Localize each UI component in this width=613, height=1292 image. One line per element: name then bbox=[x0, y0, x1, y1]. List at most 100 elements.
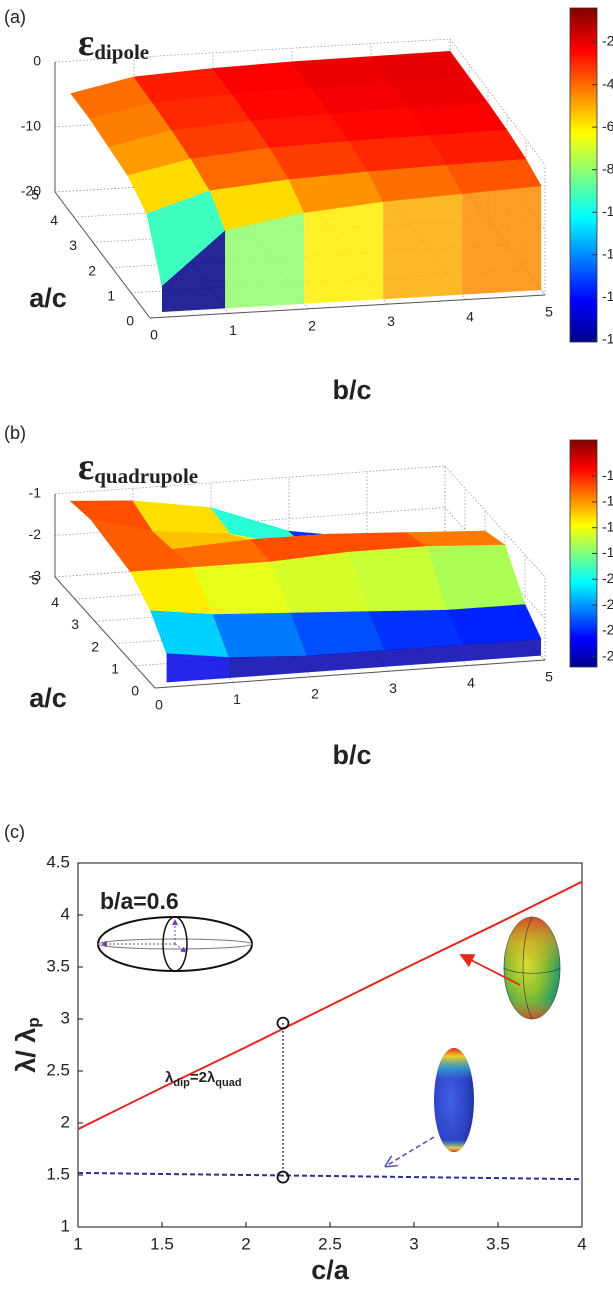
x-tick-label: 2 bbox=[308, 318, 316, 334]
relation-label: λdip=2λquad bbox=[165, 1069, 242, 1089]
colorbar-tick-label: -2.4 bbox=[602, 622, 613, 638]
y-tick-label: 4 bbox=[50, 212, 58, 228]
x-tick-label: 4 bbox=[577, 1234, 586, 1253]
surface-side bbox=[229, 655, 307, 678]
arrow-dipole bbox=[459, 954, 521, 986]
axis-line bbox=[54, 191, 151, 319]
y-tick-label: 2 bbox=[88, 262, 96, 278]
x-tick-label: 4 bbox=[466, 308, 474, 324]
y-tick-label: 4 bbox=[61, 904, 70, 923]
relation-part: dip bbox=[173, 1077, 190, 1089]
x-tick-label: 1.5 bbox=[150, 1234, 174, 1253]
y-axis-label: a/c bbox=[29, 283, 67, 313]
y-tick-label: 2 bbox=[61, 1112, 70, 1131]
x-tick-label: 3 bbox=[389, 680, 397, 696]
title-subscript: quadrupole bbox=[94, 464, 198, 488]
colorbar bbox=[569, 7, 598, 343]
y-tick-label: 5 bbox=[31, 187, 39, 203]
y-tick-label: 2 bbox=[91, 638, 99, 654]
y-tick-label: 0 bbox=[131, 683, 139, 699]
z-tick-label: -20 bbox=[21, 183, 41, 199]
y-tick-label: 3 bbox=[71, 616, 79, 632]
x-tick-label: 5 bbox=[545, 669, 553, 685]
surface-side bbox=[307, 650, 385, 673]
axis-line bbox=[149, 294, 546, 319]
y-axis-label: λ/ λp bbox=[11, 1017, 43, 1072]
x-tick-label: 5 bbox=[545, 304, 553, 320]
grid-line bbox=[54, 465, 446, 495]
y-tick-label: 1.5 bbox=[46, 1164, 70, 1183]
grid-line bbox=[54, 38, 451, 63]
surface-side bbox=[385, 644, 463, 667]
surface-side bbox=[383, 193, 463, 300]
y-tick-label: 1 bbox=[61, 1216, 70, 1235]
colorbar-tick-label: -14 bbox=[602, 288, 613, 304]
y-axis-label-sub: p bbox=[24, 1017, 43, 1027]
panel-label: (c) bbox=[4, 822, 25, 842]
grid-line bbox=[54, 507, 446, 536]
y-tick-label: 4.5 bbox=[46, 852, 70, 871]
axis-line bbox=[154, 659, 546, 689]
y-tick-label: 4 bbox=[51, 594, 59, 610]
x-tick-label: 0 bbox=[150, 327, 158, 343]
relation-part: quad bbox=[215, 1077, 241, 1089]
z-tick-label: -2 bbox=[29, 526, 42, 542]
x-tick-label: 1 bbox=[229, 322, 237, 338]
x-tick-label: 0 bbox=[155, 697, 163, 713]
x-tick-label: 3 bbox=[409, 1234, 418, 1253]
y-tick-label: 5 bbox=[31, 572, 39, 588]
x-axis-label: b/c bbox=[332, 740, 371, 770]
x-tick-label: 1 bbox=[233, 691, 241, 707]
y-tick-label: 3 bbox=[61, 1008, 70, 1027]
y-tick-label: 1 bbox=[111, 661, 119, 677]
x-tick-label: 2 bbox=[241, 1234, 250, 1253]
series-line bbox=[77, 880, 583, 1131]
z-tick-label: 0 bbox=[33, 53, 41, 69]
x-axis-label: c/a bbox=[311, 1255, 350, 1285]
y-tick-label: 3.5 bbox=[46, 956, 70, 975]
surface-patch bbox=[290, 611, 386, 657]
spheroid-quadrupole-shade bbox=[434, 1048, 474, 1152]
surface-side bbox=[225, 212, 305, 309]
panel-title: εdipole bbox=[78, 22, 149, 64]
arrow-quadrupole bbox=[386, 1136, 435, 1166]
spheroid-dipole-shade bbox=[504, 917, 560, 1019]
spheroid-meridian bbox=[522, 916, 533, 1020]
surface-patch bbox=[446, 604, 542, 645]
x-tick-label: 4 bbox=[467, 674, 475, 690]
spheroid-equator bbox=[503, 967, 561, 974]
colorbar-tick-label: -2 bbox=[602, 33, 613, 49]
colorbar-tick-label: -16 bbox=[602, 331, 613, 347]
z-tick-label: -1 bbox=[29, 485, 42, 501]
marker bbox=[276, 1016, 290, 1030]
ellipsoid-diagram bbox=[97, 916, 561, 1166]
colorbar-tick-label: -10 bbox=[602, 203, 613, 219]
x-tick-label: 2 bbox=[311, 686, 319, 702]
colorbar-tick-label: -1.4 bbox=[602, 493, 613, 509]
colorbar-tick-label: -1.8 bbox=[602, 544, 613, 560]
colorbar-tick-label: -2 bbox=[602, 570, 613, 586]
marker bbox=[276, 1170, 290, 1184]
y-tick-label: 0 bbox=[126, 313, 134, 329]
surface-side bbox=[166, 653, 229, 683]
colorbar-tick-label: -6 bbox=[602, 118, 613, 134]
annotation: b/a=0.6 bbox=[100, 888, 179, 914]
surface-side bbox=[462, 186, 542, 295]
title-symbol: ε bbox=[78, 22, 94, 64]
colorbar-tick-label: -1.2 bbox=[602, 467, 613, 483]
colorbar-tick-label: -2.6 bbox=[602, 647, 613, 663]
title-symbol: ε bbox=[78, 446, 94, 488]
colorbar-tick-label: -2.2 bbox=[602, 596, 613, 612]
colorbar-tick-label: -1.6 bbox=[602, 518, 613, 534]
surface-side bbox=[463, 639, 541, 662]
surface-side bbox=[162, 230, 226, 312]
title-subscript: dipole bbox=[94, 40, 149, 64]
x-tick-label: 3 bbox=[387, 313, 395, 329]
relation-part: =2λ bbox=[190, 1069, 216, 1086]
panel-label: (a) bbox=[4, 7, 26, 27]
surface-patch bbox=[212, 612, 308, 658]
y-tick-label: 1 bbox=[107, 288, 115, 304]
